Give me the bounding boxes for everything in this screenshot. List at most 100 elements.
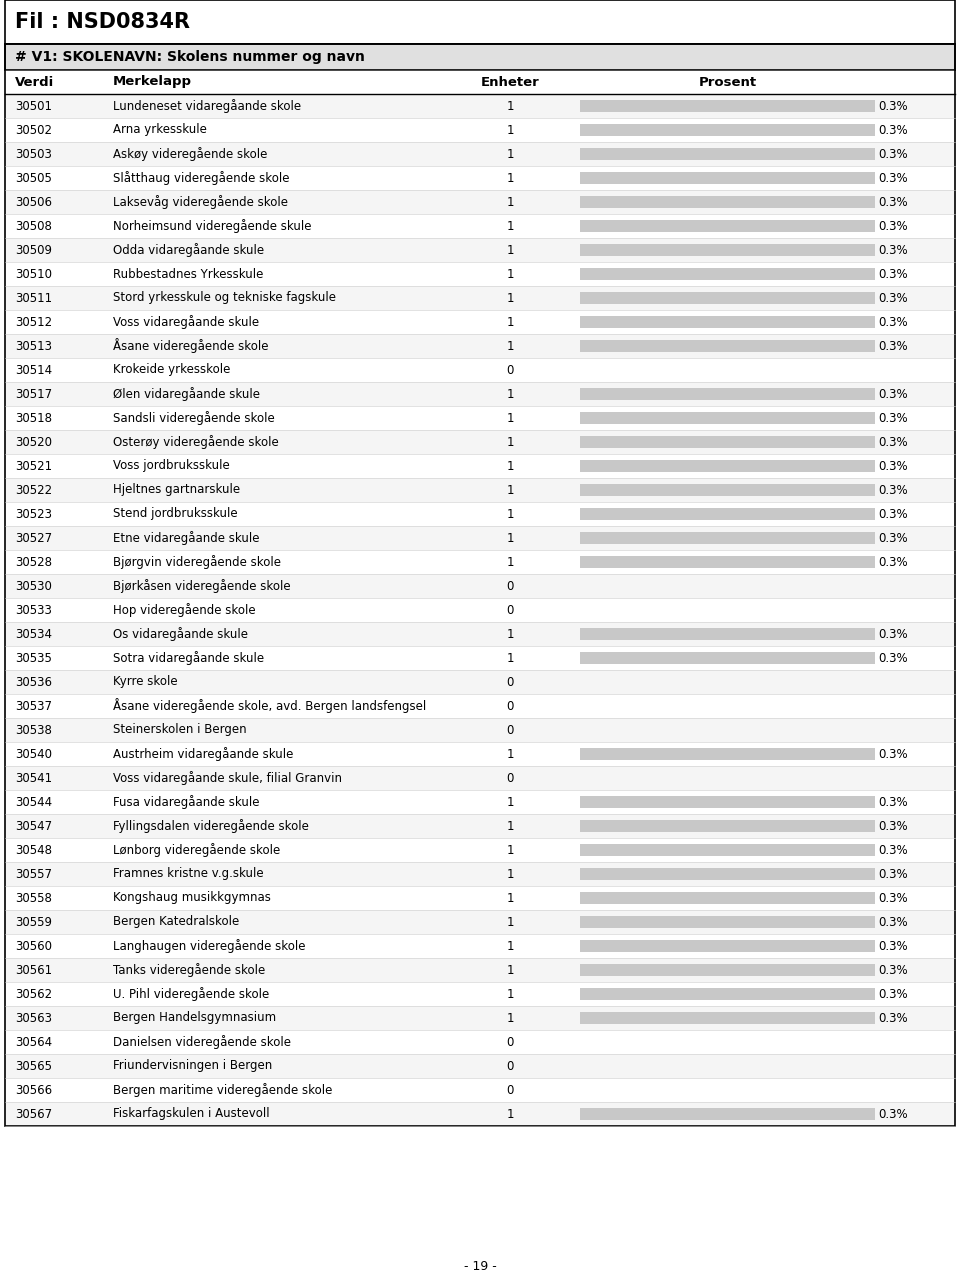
Text: 1: 1 [506, 244, 514, 257]
Bar [5, 526, 955, 550]
Bar [580, 819, 875, 832]
Text: 0.3%: 0.3% [878, 435, 907, 448]
Text: 30511: 30511 [15, 291, 52, 304]
Text: 0.3%: 0.3% [878, 868, 907, 881]
Bar [5, 309, 955, 334]
Text: 1: 1 [506, 507, 514, 520]
Text: Tanks videregående skole: Tanks videregående skole [113, 963, 265, 977]
Bar [5, 1030, 955, 1054]
Text: Laksevåg videregående skole: Laksevåg videregående skole [113, 195, 288, 209]
Text: Steinerskolen i Bergen: Steinerskolen i Bergen [113, 723, 247, 737]
Bar [580, 507, 875, 520]
Text: 0.3%: 0.3% [878, 819, 907, 832]
Text: 0: 0 [506, 1035, 514, 1049]
Text: 30523: 30523 [15, 507, 52, 520]
Text: 0.3%: 0.3% [878, 747, 907, 760]
Text: Stend jordbruksskule: Stend jordbruksskule [113, 507, 238, 520]
Bar [5, 574, 955, 598]
Text: Fyllingsdalen videregående skole: Fyllingsdalen videregående skole [113, 819, 309, 833]
Text: 0.3%: 0.3% [878, 99, 907, 113]
Text: Sotra vidaregåande skule: Sotra vidaregåande skule [113, 651, 264, 665]
Text: 30502: 30502 [15, 123, 52, 136]
Text: 1: 1 [506, 411, 514, 425]
Text: 0.3%: 0.3% [878, 1108, 907, 1121]
Text: 0: 0 [506, 579, 514, 592]
Bar [5, 1079, 955, 1102]
Text: 30535: 30535 [15, 651, 52, 665]
Text: Kongshaug musikkgymnas: Kongshaug musikkgymnas [113, 891, 271, 904]
Text: Bjørkåsen videregående skole: Bjørkåsen videregående skole [113, 579, 291, 593]
Bar [580, 412, 875, 424]
Bar [580, 628, 875, 641]
Text: Etne vidaregåande skule: Etne vidaregåande skule [113, 532, 259, 544]
Bar [5, 262, 955, 286]
Text: 30538: 30538 [15, 723, 52, 737]
Bar [580, 1012, 875, 1025]
Text: 30527: 30527 [15, 532, 52, 544]
Text: 30558: 30558 [15, 891, 52, 904]
Text: Sandsli videregående skole: Sandsli videregående skole [113, 411, 275, 425]
Bar [5, 44, 955, 1126]
Bar [5, 693, 955, 718]
Bar [580, 148, 875, 160]
Bar [5, 406, 955, 430]
Bar [5, 44, 955, 71]
Text: 1: 1 [506, 747, 514, 760]
Text: Norheimsund videregående skule: Norheimsund videregående skule [113, 220, 311, 232]
Text: Fiskarfagskulen i Austevoll: Fiskarfagskulen i Austevoll [113, 1108, 270, 1121]
Bar [580, 868, 875, 881]
Text: 0: 0 [506, 1084, 514, 1097]
Text: 1: 1 [506, 796, 514, 809]
Text: 30518: 30518 [15, 411, 52, 425]
Text: 1: 1 [506, 220, 514, 232]
Text: 1: 1 [506, 915, 514, 928]
Bar [5, 190, 955, 214]
Bar [5, 1054, 955, 1079]
Bar [5, 71, 955, 94]
Bar [580, 123, 875, 136]
Bar [580, 652, 875, 664]
Text: 0.3%: 0.3% [878, 244, 907, 257]
Bar [5, 718, 955, 742]
Bar [580, 892, 875, 904]
Bar [580, 532, 875, 544]
Text: 1: 1 [506, 172, 514, 185]
Text: 30510: 30510 [15, 267, 52, 280]
Bar [5, 286, 955, 309]
Bar [580, 388, 875, 401]
Text: 30565: 30565 [15, 1059, 52, 1072]
Text: Odda vidaregåande skule: Odda vidaregåande skule [113, 243, 264, 257]
Text: 0.3%: 0.3% [878, 267, 907, 280]
Text: 0.3%: 0.3% [878, 220, 907, 232]
Bar [5, 862, 955, 886]
Bar [5, 646, 955, 670]
Text: Arna yrkesskule: Arna yrkesskule [113, 123, 206, 136]
Bar [580, 172, 875, 184]
Text: 0.3%: 0.3% [878, 316, 907, 329]
Bar [5, 958, 955, 982]
Text: 30547: 30547 [15, 819, 52, 832]
Text: 30530: 30530 [15, 579, 52, 592]
Text: 30562: 30562 [15, 987, 52, 1000]
Bar [580, 268, 875, 280]
Text: 1: 1 [506, 484, 514, 497]
Text: 30522: 30522 [15, 484, 52, 497]
Text: 0.3%: 0.3% [878, 628, 907, 641]
Text: 0.3%: 0.3% [878, 339, 907, 353]
Bar [580, 987, 875, 1000]
Text: 1: 1 [506, 819, 514, 832]
Bar [5, 982, 955, 1005]
Text: Kyrre skole: Kyrre skole [113, 675, 178, 688]
Text: 1: 1 [506, 316, 514, 329]
Text: 0.3%: 0.3% [878, 195, 907, 208]
Text: Ølen vidaregåande skule: Ølen vidaregåande skule [113, 386, 260, 401]
Text: 0.3%: 0.3% [878, 172, 907, 185]
Text: 30505: 30505 [15, 172, 52, 185]
Text: 1: 1 [506, 291, 514, 304]
Bar [580, 844, 875, 856]
Text: 1: 1 [506, 1108, 514, 1121]
Bar [5, 1102, 955, 1126]
Text: 30566: 30566 [15, 1084, 52, 1097]
Text: 30509: 30509 [15, 244, 52, 257]
Text: 30503: 30503 [15, 148, 52, 160]
